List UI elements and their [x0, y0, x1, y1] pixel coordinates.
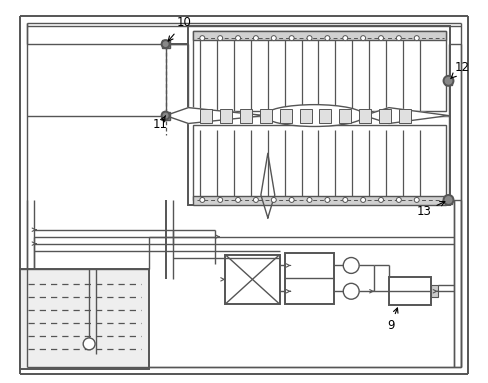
Text: 11: 11 — [153, 116, 168, 131]
Circle shape — [343, 198, 348, 203]
Circle shape — [271, 36, 276, 41]
Bar — [20, 269, 149, 369]
Circle shape — [236, 36, 241, 41]
Circle shape — [379, 36, 384, 41]
Circle shape — [218, 198, 223, 203]
Circle shape — [236, 198, 241, 203]
Circle shape — [361, 36, 366, 41]
Bar — [285, 252, 334, 304]
Text: 12: 12 — [451, 61, 469, 79]
Circle shape — [414, 198, 419, 203]
Bar — [430, 285, 438, 297]
Circle shape — [162, 111, 169, 119]
Circle shape — [414, 36, 419, 41]
Circle shape — [307, 36, 312, 41]
Bar — [225, 255, 280, 304]
Circle shape — [396, 198, 401, 203]
Circle shape — [343, 283, 359, 299]
Bar — [193, 196, 446, 205]
Circle shape — [289, 36, 294, 41]
Bar — [399, 109, 411, 123]
Circle shape — [83, 338, 95, 350]
Bar — [359, 109, 371, 123]
Bar — [220, 109, 232, 123]
Bar — [280, 109, 292, 123]
Text: 10: 10 — [168, 16, 191, 41]
Circle shape — [396, 36, 401, 41]
Bar — [389, 277, 430, 305]
Bar — [445, 77, 452, 85]
Bar — [339, 109, 351, 123]
Circle shape — [162, 40, 169, 48]
Circle shape — [325, 36, 330, 41]
Circle shape — [444, 195, 453, 205]
Circle shape — [379, 198, 384, 203]
Polygon shape — [165, 108, 265, 123]
Circle shape — [200, 36, 205, 41]
Ellipse shape — [265, 105, 364, 126]
Circle shape — [289, 198, 294, 203]
Circle shape — [325, 198, 330, 203]
Circle shape — [253, 198, 258, 203]
Bar — [300, 109, 311, 123]
Circle shape — [307, 198, 312, 203]
Bar — [260, 109, 272, 123]
Bar — [320, 109, 331, 123]
Circle shape — [253, 36, 258, 41]
Bar — [445, 196, 452, 204]
Text: 9: 9 — [387, 308, 398, 332]
Circle shape — [200, 198, 205, 203]
Text: 13: 13 — [417, 201, 445, 218]
Bar — [193, 31, 446, 40]
Circle shape — [361, 198, 366, 203]
Circle shape — [343, 257, 359, 273]
Bar — [200, 109, 212, 123]
Bar — [379, 109, 391, 123]
Bar — [162, 111, 169, 119]
Circle shape — [218, 36, 223, 41]
Bar — [188, 26, 450, 205]
Bar — [240, 109, 252, 123]
Circle shape — [343, 36, 348, 41]
Circle shape — [271, 198, 276, 203]
Polygon shape — [364, 108, 448, 123]
Bar — [193, 31, 446, 111]
Bar — [193, 126, 446, 200]
Circle shape — [444, 76, 453, 86]
Bar — [162, 40, 169, 48]
